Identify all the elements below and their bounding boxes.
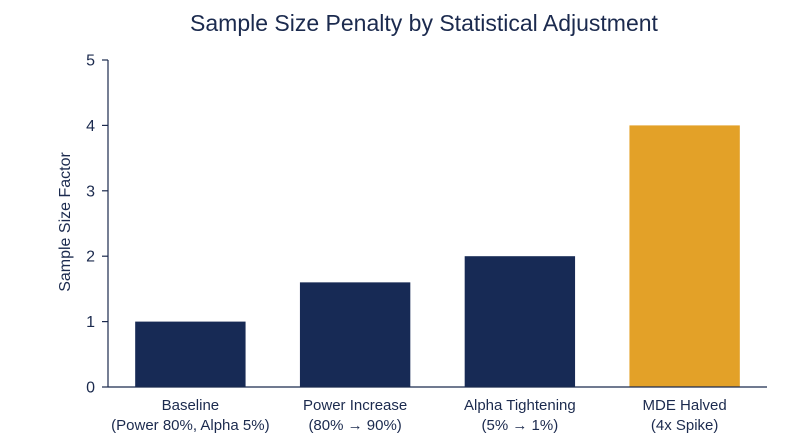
y-tick-label: 0 [86,380,95,397]
category-label: Alpha Tightening [464,397,576,414]
y-ticks-group: 0 1 2 3 4 5 [86,53,108,397]
x-categories-group: Baseline (Power 80%, Alpha 5%) Power Incre… [111,397,727,434]
y-tick-label: 5 [86,53,95,70]
bars-group [135,125,740,388]
bar-3 [464,256,576,387]
bar-4 [629,125,740,388]
category-label: MDE Halved [643,397,727,414]
category-sublabel: (5% → 1%) [482,417,559,434]
y-axis-label: Sample Size Factor [57,152,74,292]
category-sublabel: (80% → 90%) [308,417,401,434]
y-tick-label: 2 [86,249,95,266]
category-sublabel: (4x Spike) [651,417,719,434]
category-sublabel: (Power 80%, Alpha 5%) [111,417,269,434]
category-label: Baseline [162,397,220,414]
bar-2 [299,282,411,387]
y-tick-label: 3 [86,183,95,200]
y-tick-label: 4 [86,118,95,135]
chart-title: Sample Size Penalty by Statistical Adjus… [190,10,659,36]
bar-1 [135,321,246,387]
y-tick-label: 1 [86,314,95,331]
category-label: Power Increase [303,397,407,414]
